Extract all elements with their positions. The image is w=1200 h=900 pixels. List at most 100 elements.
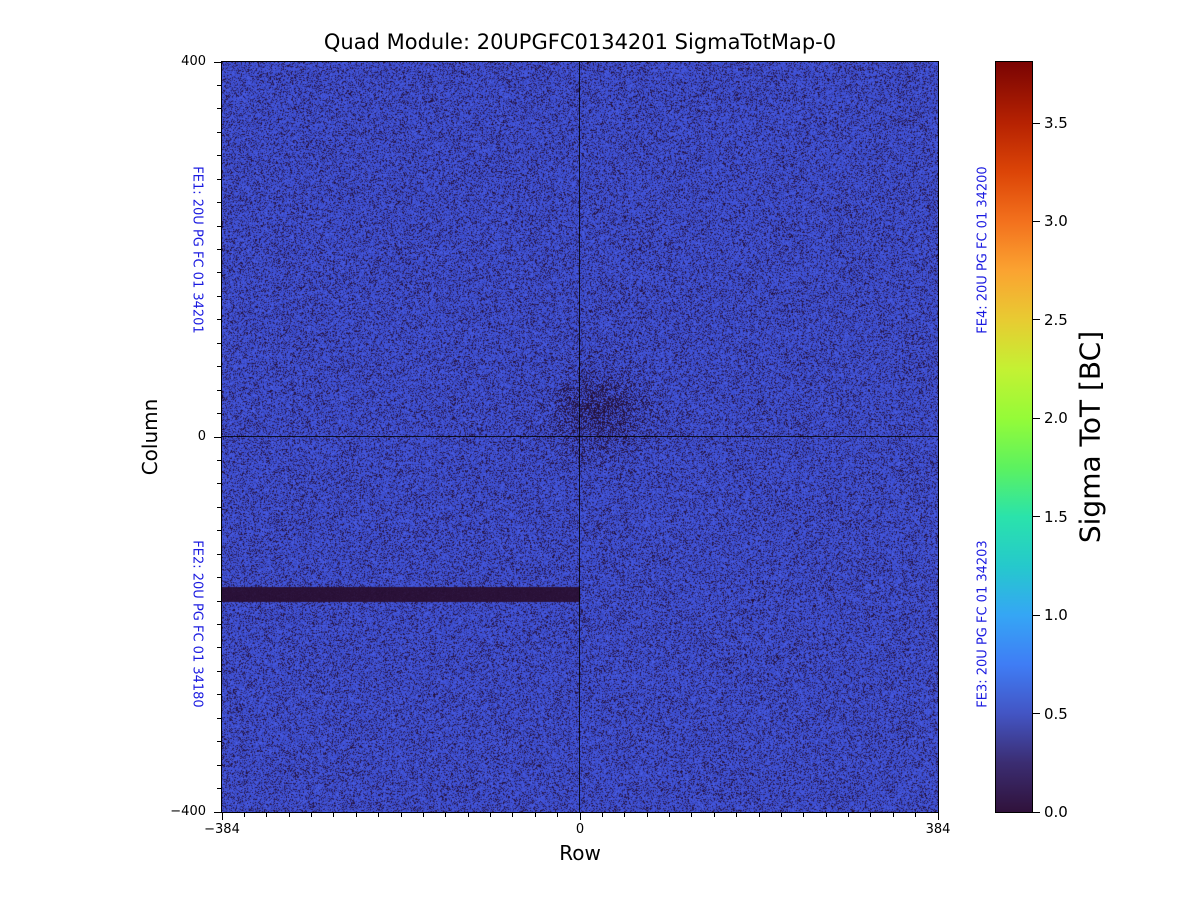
y-minor-tick: [217, 764, 221, 766]
fe3-label: FE3: 20U PG FC 01 34203: [975, 540, 991, 708]
colorbar-tick-label: 2.0: [1044, 409, 1068, 428]
y-minor-tick: [217, 225, 221, 227]
x-minor-tick: [691, 813, 693, 817]
colorbar-tick-mark: [1033, 614, 1040, 616]
y-minor-tick: [217, 202, 221, 204]
colorbar-tick-mark: [1033, 122, 1040, 124]
y-minor-tick: [217, 272, 221, 274]
x-minor-tick: [534, 813, 536, 817]
x-tick-mark: [937, 813, 939, 820]
x-minor-tick: [736, 813, 738, 817]
y-minor-tick: [217, 670, 221, 672]
y-minor-tick: [217, 295, 221, 297]
colorbar-tick-mark: [1033, 220, 1040, 222]
colorbar-tick-label: 3.0: [1044, 212, 1068, 231]
y-minor-tick: [217, 389, 221, 391]
x-minor-tick: [311, 813, 312, 817]
x-tick-label: 0: [575, 822, 585, 837]
x-minor-tick: [892, 813, 894, 817]
y-tick-label: 0: [197, 429, 206, 444]
y-minor-tick: [217, 155, 221, 157]
x-tick-mark: [579, 813, 581, 820]
fe1-label: FE1: 20U PG FC 01 34201: [189, 166, 205, 334]
heatmap-canvas: [222, 62, 938, 812]
y-minor-tick: [217, 249, 221, 250]
x-tick-label: 384: [925, 822, 951, 837]
x-minor-tick: [870, 813, 872, 817]
y-minor-tick: [217, 108, 221, 110]
x-minor-tick: [646, 813, 648, 817]
x-tick-mark: [221, 813, 223, 820]
colorbar-tick-mark: [1033, 516, 1040, 518]
colorbar-tick-mark: [1033, 713, 1040, 715]
y-minor-tick: [217, 506, 221, 508]
y-tick-mark: [214, 811, 221, 813]
plot-area: [221, 61, 939, 813]
fe4-label: FE4: 20U PG FC 01 34200: [975, 166, 991, 334]
x-minor-tick: [512, 813, 514, 817]
x-minor-tick: [601, 813, 603, 817]
x-minor-tick: [243, 813, 245, 817]
y-minor-tick: [217, 694, 221, 696]
colorbar-label: Sigma ToT [BC]: [1073, 330, 1107, 544]
y-minor-tick: [217, 577, 221, 579]
y-tick-label: −400: [170, 804, 206, 819]
quadrant-divider-vertical: [579, 62, 580, 812]
colorbar-gradient: [996, 62, 1032, 812]
x-minor-tick: [266, 813, 268, 817]
chart-title: Quad Module: 20UPGFC0134201 SigmaTotMap-…: [323, 30, 837, 54]
x-minor-tick: [803, 813, 805, 817]
y-tick-label: 400: [181, 54, 206, 69]
y-minor-tick: [217, 600, 221, 602]
x-minor-tick: [445, 813, 447, 817]
colorbar-tick-mark: [1033, 417, 1040, 419]
x-minor-tick: [467, 813, 469, 817]
y-tick-mark: [214, 61, 221, 63]
x-minor-tick: [915, 813, 917, 817]
x-minor-tick: [288, 813, 290, 817]
colorbar-tick-label: 2.5: [1044, 310, 1068, 329]
y-minor-tick: [217, 647, 221, 649]
y-minor-tick: [217, 483, 221, 485]
y-tick-mark: [214, 436, 221, 438]
y-minor-tick: [217, 413, 221, 415]
y-minor-tick: [217, 131, 221, 133]
y-minor-tick: [217, 553, 221, 555]
x-minor-tick: [490, 813, 491, 817]
fe2-label: FE2: 20U PG FC 01 34180: [189, 540, 205, 708]
y-minor-tick: [217, 178, 221, 180]
y-minor-tick: [217, 319, 221, 321]
colorbar-tick-label: 3.5: [1044, 114, 1068, 133]
colorbar-tick-mark: [1033, 319, 1040, 321]
y-minor-tick: [217, 84, 221, 86]
x-minor-tick: [669, 813, 670, 817]
x-minor-tick: [713, 813, 715, 817]
x-minor-tick: [848, 813, 849, 817]
x-minor-tick: [378, 813, 380, 817]
x-minor-tick: [400, 813, 402, 817]
colorbar-tick-label: 1.5: [1044, 507, 1068, 526]
x-minor-tick: [333, 813, 335, 817]
quadrant-divider-horizontal: [222, 436, 938, 437]
x-minor-tick: [624, 813, 626, 817]
x-minor-tick: [422, 813, 424, 817]
y-minor-tick: [217, 717, 221, 719]
x-axis-label: Row: [559, 841, 601, 865]
colorbar: [995, 61, 1033, 813]
y-minor-tick: [217, 624, 221, 625]
x-minor-tick: [355, 813, 357, 817]
y-minor-tick: [217, 366, 221, 368]
x-minor-tick: [780, 813, 782, 817]
y-minor-tick: [217, 459, 221, 461]
x-minor-tick: [557, 813, 559, 817]
y-minor-tick: [217, 788, 221, 790]
y-minor-tick: [217, 342, 221, 344]
colorbar-tick-label: 1.0: [1044, 606, 1068, 625]
y-minor-tick: [217, 741, 221, 743]
x-tick-label: −384: [204, 822, 240, 837]
y-minor-tick: [217, 530, 221, 532]
x-minor-tick: [825, 813, 827, 817]
x-minor-tick: [758, 813, 760, 817]
colorbar-tick-label: 0.5: [1044, 704, 1068, 723]
